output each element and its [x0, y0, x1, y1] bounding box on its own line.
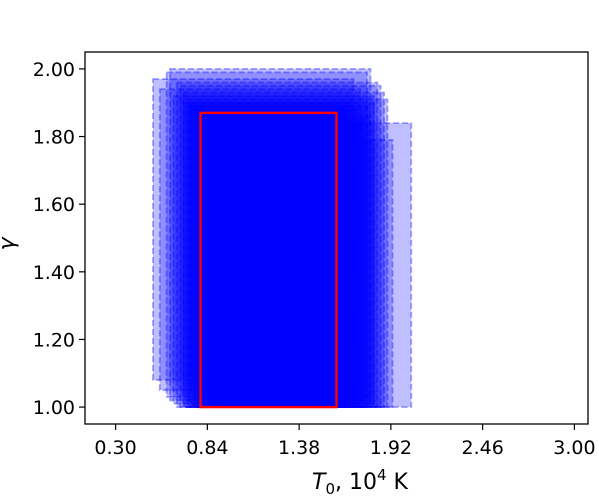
- sample-box: [182, 91, 385, 408]
- y-tick-label: 2.00: [33, 59, 75, 81]
- y-tick-label: 1.80: [33, 127, 75, 149]
- sample-box: [189, 101, 375, 408]
- sample-box: [213, 125, 355, 408]
- highlight-box: [199, 111, 338, 409]
- y-tick-label: 1.00: [33, 397, 75, 419]
- x-tick-label: 1.92: [370, 437, 412, 459]
- sample-boxes: [152, 68, 413, 408]
- x-axis: 0.30 0.84 1.38 1.92 2.46 3.00: [94, 424, 596, 459]
- sample-box: [216, 128, 348, 408]
- x-axis-label-subscript: 0: [325, 480, 335, 498]
- y-axis: 1.00 1.20 1.40 1.60 1.80 2.00: [33, 59, 85, 419]
- sample-box: [172, 95, 375, 405]
- x-axis-label-symbol: T: [312, 470, 327, 495]
- x-axis-label-mid: , 10: [335, 470, 377, 495]
- x-axis-label-superscript: 4: [377, 466, 387, 484]
- sample-box: [152, 78, 355, 381]
- sample-box: [203, 115, 372, 408]
- x-tick-label: 3.00: [553, 437, 595, 459]
- y-tick-label: 1.20: [33, 329, 75, 351]
- sample-box: [220, 132, 341, 408]
- x-tick-label: 1.38: [278, 437, 320, 459]
- sample-box: [186, 98, 389, 408]
- sample-box: [225, 139, 394, 408]
- plot-frame: [84, 51, 589, 425]
- y-tick-label: 1.40: [33, 262, 75, 284]
- sample-box: [197, 111, 341, 408]
- x-axis-label-unit: K: [387, 470, 409, 495]
- sample-box: [196, 108, 358, 408]
- x-axis-label: T0, 104 K: [312, 466, 409, 498]
- sample-box: [192, 108, 345, 408]
- sample-box: [158, 88, 362, 392]
- y-tick-label: 1.60: [33, 194, 75, 216]
- x-tick-label: 2.46: [461, 437, 503, 459]
- sample-box: [230, 122, 413, 408]
- x-tick-label: 0.30: [94, 437, 136, 459]
- sample-box: [187, 105, 348, 408]
- y-axis-label: γ: [0, 237, 20, 251]
- x-tick-label: 0.84: [186, 437, 228, 459]
- highlight-box-layer: [199, 111, 338, 409]
- sample-box: [179, 84, 382, 408]
- sample-box: [192, 105, 368, 408]
